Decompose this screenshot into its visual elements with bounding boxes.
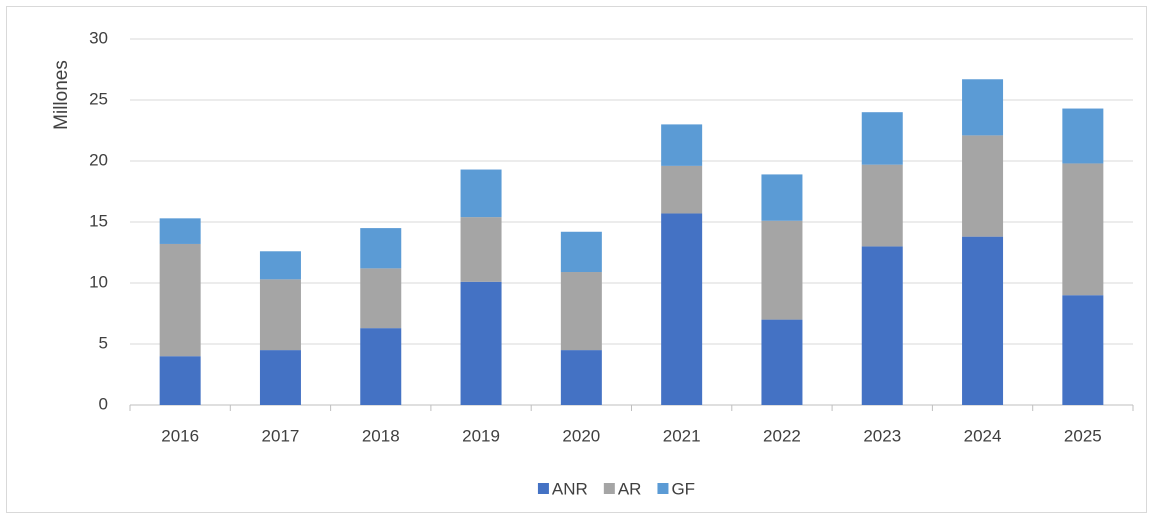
- legend-swatch: [603, 483, 615, 494]
- x-tick-label: 2018: [362, 426, 400, 445]
- y-tick-label: 0: [99, 394, 108, 413]
- legend-swatch: [537, 483, 549, 494]
- bar-segment: [560, 231, 602, 273]
- bar-segment: [1062, 295, 1104, 405]
- legend-label: GF: [671, 479, 695, 498]
- bar-segment: [761, 220, 803, 320]
- y-tick-label: 5: [99, 333, 108, 352]
- bar-segment: [661, 165, 703, 214]
- bar-segment: [360, 228, 402, 269]
- bar-segment: [560, 272, 602, 351]
- y-tick-label: 20: [89, 150, 108, 169]
- bar-segment: [1062, 108, 1104, 164]
- bar-segment: [661, 124, 703, 166]
- bar-segment: [761, 174, 803, 221]
- bar-segment: [962, 79, 1004, 136]
- bar-segment: [962, 236, 1004, 405]
- bar-segment: [360, 268, 402, 329]
- x-tick-label: 2024: [964, 426, 1002, 445]
- x-tick-label: 2023: [863, 426, 901, 445]
- x-tick-label: 2025: [1064, 426, 1102, 445]
- bar-segment: [159, 243, 201, 357]
- bar-segment: [159, 356, 201, 405]
- legend-label: ANR: [552, 479, 588, 498]
- bar-segment: [259, 350, 301, 405]
- bar-segment: [861, 164, 903, 247]
- y-tick-label: 15: [89, 211, 108, 230]
- y-tick-label: 10: [89, 272, 108, 291]
- x-tick-label: 2019: [462, 426, 500, 445]
- bar-segment: [761, 319, 803, 405]
- bar-segment: [1062, 163, 1104, 296]
- x-tick-label: 2022: [763, 426, 801, 445]
- x-tick-label: 2021: [663, 426, 701, 445]
- x-tick-label: 2017: [262, 426, 300, 445]
- bar-segment: [460, 169, 502, 218]
- bar-segment: [861, 246, 903, 405]
- bar-segment: [560, 350, 602, 405]
- x-tick-label: 2020: [562, 426, 600, 445]
- bar-segment: [259, 251, 301, 280]
- y-tick-label: 30: [89, 28, 108, 47]
- bar-segment: [259, 279, 301, 351]
- bar-segment: [460, 217, 502, 282]
- bar-segment: [360, 328, 402, 405]
- y-tick-label: 25: [89, 89, 108, 108]
- legend-label: AR: [618, 479, 642, 498]
- bar-segment: [661, 213, 703, 405]
- y-axis-label: Millones: [51, 60, 72, 130]
- legend-swatch: [657, 483, 669, 494]
- bar-segment: [962, 135, 1004, 237]
- bar-segment: [861, 112, 903, 165]
- x-tick-label: 2016: [161, 426, 199, 445]
- bar-segment: [159, 218, 201, 244]
- bar-segment: [460, 281, 502, 405]
